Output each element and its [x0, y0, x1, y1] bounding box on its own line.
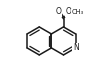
- Text: CH₃: CH₃: [72, 9, 84, 15]
- Text: N: N: [73, 43, 78, 52]
- Text: O: O: [55, 7, 61, 16]
- Text: O: O: [65, 7, 71, 16]
